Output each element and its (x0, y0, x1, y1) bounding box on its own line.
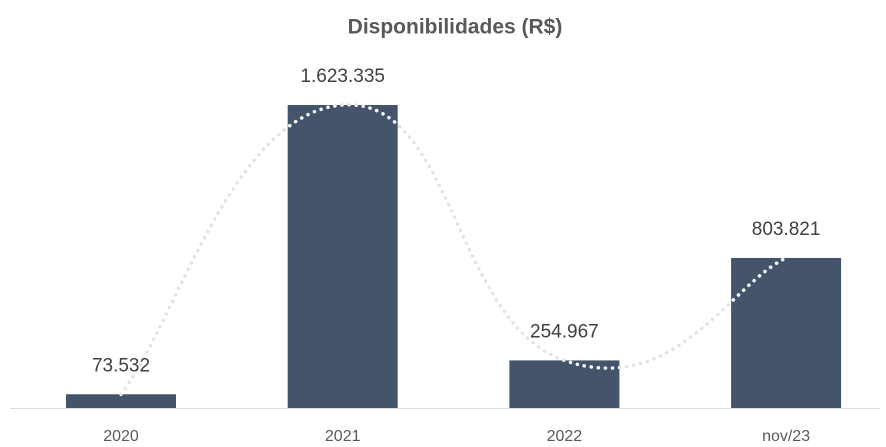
x-tick-label: 2020 (103, 428, 139, 445)
chart-title: Disponibilidades (R$) (348, 16, 563, 39)
x-tick-label: 2022 (547, 428, 583, 445)
bar (509, 360, 620, 408)
value-label: 254.967 (530, 321, 599, 342)
value-label: 1.623.335 (300, 66, 385, 87)
bar (66, 394, 176, 408)
trendline-over-bars (119, 104, 788, 397)
x-tick-label: 2021 (325, 428, 361, 445)
bar (287, 104, 398, 408)
value-label: 803.821 (752, 219, 821, 240)
trendline (119, 103, 788, 397)
x-tick-label: nov/23 (762, 428, 810, 445)
value-label: 73.532 (92, 355, 150, 376)
bar (731, 257, 842, 408)
